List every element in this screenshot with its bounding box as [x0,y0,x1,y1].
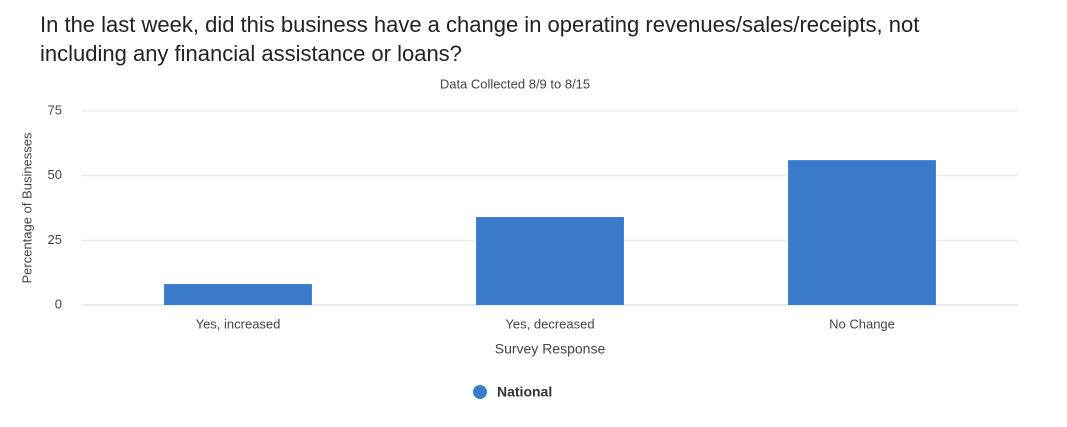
legend-marker [473,385,487,399]
y-tick-label: 75 [48,102,62,117]
x-tick-label: Yes, increased [196,316,281,331]
chart-title: In the last week, did this business have… [40,12,920,66]
bar [164,284,312,305]
x-tick-label: No Change [829,316,895,331]
x-tick-label: Yes, decreased [505,316,594,331]
y-tick-label: 50 [48,167,62,182]
bar [788,160,936,305]
bar [476,217,624,305]
y-tick-label: 0 [55,296,62,311]
legend-label: National [497,384,552,400]
chart-subtitle: Data Collected 8/9 to 8/15 [440,76,590,91]
y-axis-title: Percentage of Businesses [19,132,34,284]
y-tick-label: 25 [48,232,62,247]
x-axis-title: Survey Response [495,341,606,357]
